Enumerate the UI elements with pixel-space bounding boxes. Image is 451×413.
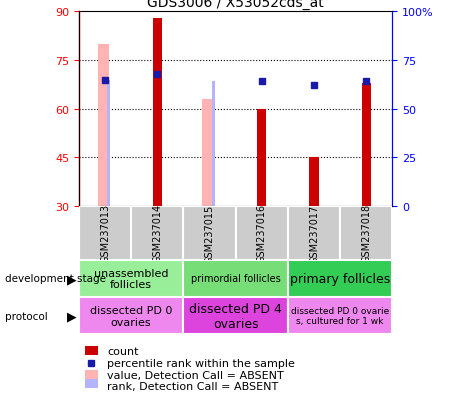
- Bar: [257, 109, 267, 206]
- Text: development stage: development stage: [5, 274, 106, 284]
- FancyBboxPatch shape: [79, 297, 184, 335]
- Text: GSM237016: GSM237016: [257, 204, 267, 263]
- FancyBboxPatch shape: [288, 206, 340, 260]
- FancyBboxPatch shape: [184, 260, 288, 297]
- Bar: [309, 158, 319, 206]
- Bar: [212, 82, 215, 206]
- Text: value, Detection Call = ABSENT: value, Detection Call = ABSENT: [107, 370, 284, 380]
- Text: rank, Detection Call = ABSENT: rank, Detection Call = ABSENT: [107, 381, 278, 391]
- FancyBboxPatch shape: [288, 260, 392, 297]
- Text: protocol: protocol: [5, 311, 47, 321]
- Text: dissected PD 4
ovaries: dissected PD 4 ovaries: [189, 302, 282, 330]
- Bar: [85, 370, 98, 379]
- Text: GSM237018: GSM237018: [361, 204, 371, 263]
- Bar: [107, 81, 110, 206]
- Text: primordial follicles: primordial follicles: [191, 274, 281, 284]
- Text: GSM237017: GSM237017: [309, 204, 319, 263]
- Bar: [152, 19, 162, 206]
- Text: GSM237013: GSM237013: [100, 204, 110, 263]
- Bar: [85, 346, 98, 355]
- FancyBboxPatch shape: [340, 206, 392, 260]
- FancyBboxPatch shape: [79, 260, 184, 297]
- Text: primary follicles: primary follicles: [290, 272, 390, 285]
- Text: count: count: [107, 346, 138, 356]
- Bar: [98, 45, 109, 206]
- FancyBboxPatch shape: [288, 297, 392, 335]
- FancyBboxPatch shape: [79, 206, 131, 260]
- FancyBboxPatch shape: [131, 206, 184, 260]
- Title: GDS3006 / X53052cds_at: GDS3006 / X53052cds_at: [147, 0, 324, 10]
- Bar: [85, 379, 98, 388]
- FancyBboxPatch shape: [184, 297, 288, 335]
- Bar: [362, 83, 371, 206]
- FancyBboxPatch shape: [184, 206, 236, 260]
- Text: dissected PD 0 ovarie
s, cultured for 1 wk: dissected PD 0 ovarie s, cultured for 1 …: [291, 306, 389, 325]
- Text: ▶: ▶: [67, 309, 77, 323]
- Text: GSM237014: GSM237014: [152, 204, 162, 263]
- FancyBboxPatch shape: [236, 206, 288, 260]
- Text: percentile rank within the sample: percentile rank within the sample: [107, 358, 295, 368]
- Text: unassembled
follicles: unassembled follicles: [94, 268, 168, 290]
- Text: GSM237015: GSM237015: [204, 204, 215, 263]
- Bar: [202, 100, 214, 206]
- Text: dissected PD 0
ovaries: dissected PD 0 ovaries: [90, 305, 172, 327]
- Text: ▶: ▶: [67, 272, 77, 285]
